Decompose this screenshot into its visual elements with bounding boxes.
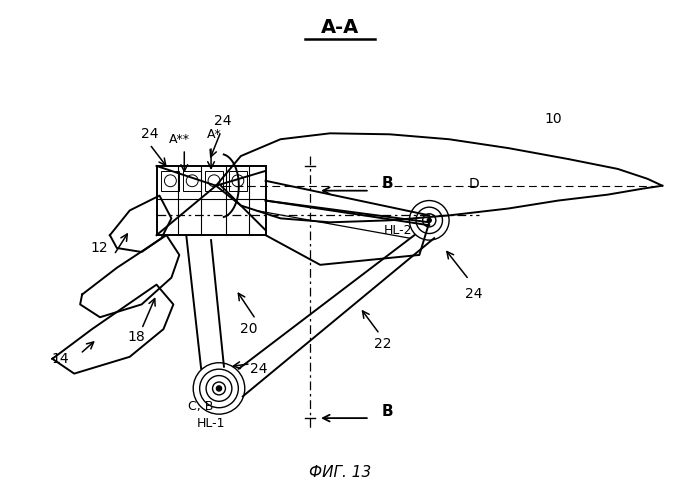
Text: 14: 14 (52, 352, 69, 366)
Circle shape (217, 386, 221, 391)
Text: 12: 12 (90, 241, 108, 255)
Text: ФИГ. 13: ФИГ. 13 (309, 465, 371, 480)
Text: 24: 24 (465, 288, 483, 302)
Text: 18: 18 (128, 330, 145, 344)
Text: 24: 24 (214, 114, 232, 128)
Bar (183, 171, 201, 190)
Bar (162, 171, 179, 190)
Text: A**: A** (169, 132, 190, 145)
Text: 10: 10 (545, 112, 562, 126)
Bar (157, 166, 265, 235)
Text: D: D (469, 176, 479, 190)
Text: C, B: C, B (189, 400, 214, 412)
Bar (205, 171, 223, 190)
Text: А-А: А-А (321, 18, 359, 37)
Text: 24: 24 (250, 362, 268, 376)
Text: 24: 24 (141, 128, 158, 141)
Bar (229, 171, 246, 190)
Text: 22: 22 (374, 337, 391, 351)
Text: HL-1: HL-1 (197, 416, 225, 430)
Text: B: B (382, 404, 393, 418)
Circle shape (427, 218, 431, 222)
Text: A*: A* (206, 128, 221, 141)
Text: 20: 20 (240, 322, 257, 336)
Text: HL-2: HL-2 (383, 224, 411, 236)
Text: B: B (382, 176, 393, 191)
